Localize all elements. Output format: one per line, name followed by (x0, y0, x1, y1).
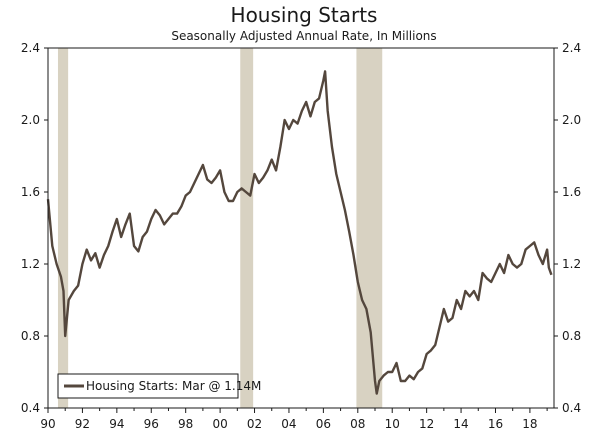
series-lines (46, 70, 553, 395)
plot-frame (47, 47, 555, 409)
x-axis: 90 92 94 96 98 00 02 04 06 08 10 12 14 16 18 (40, 408, 548, 431)
x-tick-label: 18 (522, 417, 537, 431)
y-tick-left-label: 1.6 (21, 185, 40, 199)
y-axis-right: 0.4 0.8 1.2 1.6 2.0 2.4 (554, 41, 581, 415)
recession-band-2 (240, 48, 254, 408)
y-tick-left-label: 0.4 (21, 401, 40, 415)
x-tick-label: 16 (488, 417, 503, 431)
x-tick-label: 98 (178, 417, 193, 431)
x-tick-label: 10 (385, 417, 400, 431)
series-line-housing-starts (46, 70, 553, 395)
y-tick-right-label: 2.0 (562, 113, 581, 127)
x-tick-label: 94 (109, 417, 124, 431)
y-tick-right-label: 0.4 (562, 401, 581, 415)
legend-box (57, 373, 239, 399)
recession-shading (57, 48, 383, 408)
chart-title: Housing Starts (231, 3, 378, 27)
recession-band-1 (57, 48, 69, 408)
recession-band-3 (356, 48, 383, 408)
y-tick-left-label: 1.2 (21, 257, 40, 271)
x-tick-label: 92 (75, 417, 90, 431)
y-tick-left-label: 2.4 (21, 41, 40, 55)
x-tick-label: 04 (281, 417, 296, 431)
x-tick-label: 02 (247, 417, 262, 431)
x-tick-label: 12 (419, 417, 434, 431)
chart-subtitle: Seasonally Adjusted Annual Rate, In Mill… (171, 29, 436, 43)
y-tick-right-label: 1.2 (562, 257, 581, 271)
x-tick-label: 08 (350, 417, 365, 431)
y-tick-left-label: 0.8 (21, 329, 40, 343)
y-tick-right-label: 0.8 (562, 329, 581, 343)
legend: Housing Starts: Mar @ 1.14M (57, 373, 261, 399)
y-tick-left-label: 2.0 (21, 113, 40, 127)
x-tick-label: 14 (453, 417, 468, 431)
x-tick-label: 00 (212, 417, 227, 431)
y-tick-right-label: 1.6 (562, 185, 581, 199)
legend-label: Housing Starts: Mar @ 1.14M (86, 379, 261, 393)
y-tick-right-label: 2.4 (562, 41, 581, 55)
x-tick-label: 96 (144, 417, 159, 431)
x-tick-label: 06 (316, 417, 331, 431)
y-axis-left: 0.4 0.8 1.2 1.6 2.0 2.4 (21, 41, 48, 415)
x-tick-label: 90 (40, 417, 55, 431)
